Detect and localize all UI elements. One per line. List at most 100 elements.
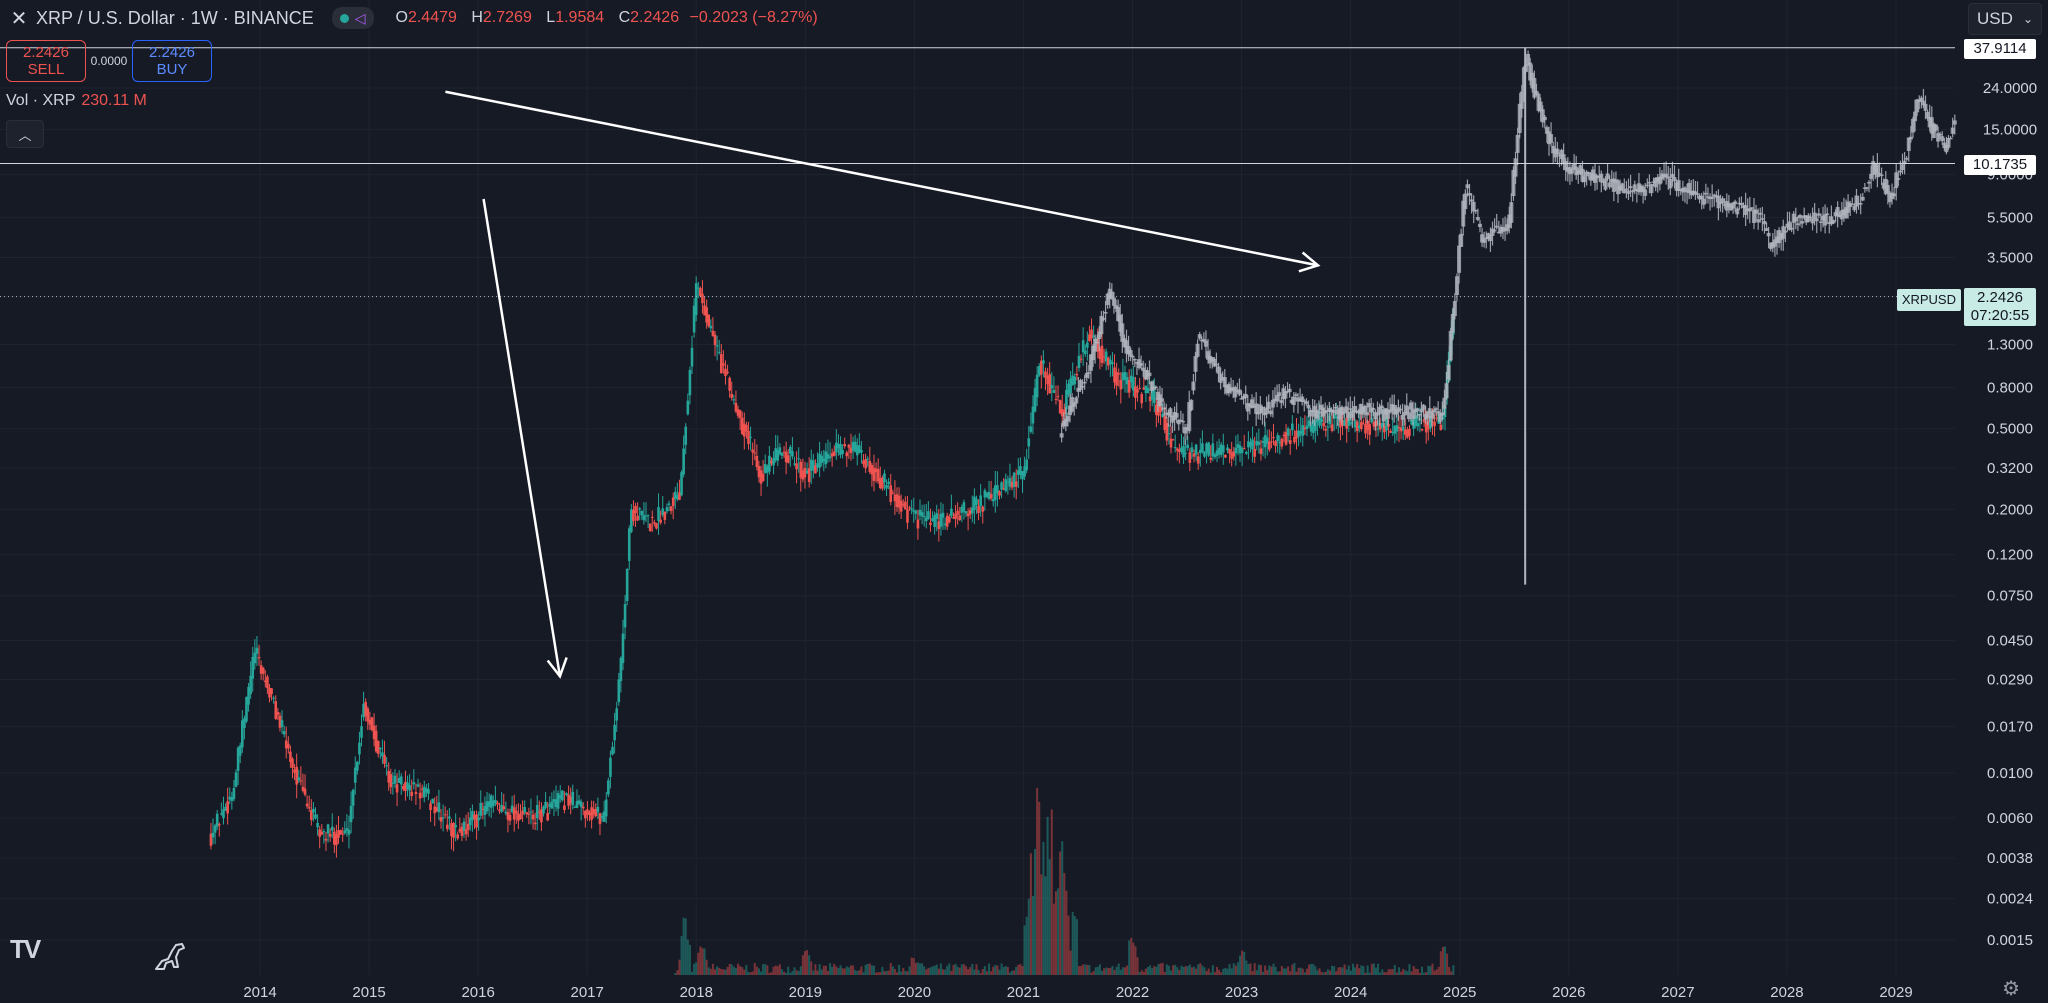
volume-bar — [701, 948, 704, 975]
sell-button[interactable]: 2.2426 SELL — [6, 40, 86, 82]
ohlc-readout: O2.4479 H2.7269 L1.9584 C2.2426 −0.2023 … — [395, 9, 818, 26]
candle-body — [632, 509, 635, 521]
volume-bar — [1397, 967, 1400, 975]
upper-line-label[interactable]: 37.9114 — [1964, 39, 2036, 59]
candle-body — [1161, 413, 1164, 417]
trend-arrow-1 — [482, 198, 562, 677]
volume-bar — [854, 970, 857, 975]
volume-bar — [774, 965, 777, 975]
candle-body — [837, 443, 840, 449]
candle-body — [1037, 366, 1041, 376]
volume-bar — [1297, 967, 1300, 975]
candle-body — [278, 715, 282, 728]
candle-body — [466, 823, 470, 830]
candle-body — [1228, 449, 1231, 454]
volume-bar — [810, 961, 813, 975]
projection-body — [1774, 236, 1779, 243]
buy-button[interactable]: 2.2426 BUY — [132, 40, 212, 82]
candle-body — [1117, 373, 1121, 375]
projection-body — [1463, 193, 1468, 210]
candle-body — [1155, 404, 1158, 415]
volume-bar — [1205, 971, 1208, 975]
projection-body — [1277, 392, 1282, 397]
gear-icon[interactable]: ⚙ — [2002, 978, 2020, 1000]
volume-bar — [1161, 963, 1164, 975]
projection-body — [1929, 117, 1934, 134]
projection-body — [1352, 406, 1357, 413]
status-pill[interactable]: ◁ — [331, 7, 374, 29]
candle-body — [215, 813, 219, 827]
projection-body — [1766, 232, 1771, 237]
volume-bar — [1339, 967, 1342, 975]
candle-body — [939, 513, 943, 527]
volume-bar — [908, 966, 911, 975]
candle-body — [232, 787, 236, 800]
volume-bar — [732, 966, 735, 975]
x-tick-label: 2025 — [1443, 984, 1476, 1001]
candle-body — [358, 742, 361, 755]
volume-bar — [1349, 970, 1352, 975]
volume-bar — [1423, 972, 1426, 975]
projection-body — [1344, 406, 1349, 413]
collapse-legend-button[interactable]: ︿ — [6, 120, 44, 148]
projection-body — [1335, 409, 1340, 415]
candle-body — [968, 510, 972, 515]
projection-body — [1191, 381, 1196, 391]
candle-body — [657, 507, 660, 521]
candle-body — [226, 801, 229, 814]
volume-bar — [833, 963, 836, 975]
volume-bar — [737, 963, 740, 975]
dino-icon[interactable] — [152, 939, 188, 975]
volume-bar — [1387, 969, 1390, 975]
volume-bar — [1379, 972, 1382, 975]
candle-body — [1303, 427, 1307, 430]
last-price-symbol: XRPUSD — [1896, 289, 1961, 311]
projection-body — [1565, 167, 1570, 173]
projection-body — [1789, 227, 1794, 230]
volume-bar — [895, 972, 898, 975]
projection-body — [1764, 228, 1769, 232]
candle-body — [410, 791, 414, 797]
candle-body — [855, 445, 859, 456]
candle-body — [676, 495, 679, 500]
projection-body — [1613, 179, 1618, 183]
x-tick-label: 2023 — [1225, 984, 1258, 1001]
candle-body — [379, 747, 382, 750]
currency-select[interactable]: USD ⌄ — [1968, 3, 2042, 35]
volume-bar — [919, 963, 922, 975]
candle-body — [510, 805, 514, 812]
candle-body — [1111, 362, 1114, 365]
close-icon[interactable]: ✕ — [10, 7, 28, 30]
candle-body — [807, 468, 811, 483]
projection-body — [1563, 161, 1568, 171]
candle-body — [705, 307, 708, 323]
projection-body — [1429, 412, 1434, 419]
candle-body — [1420, 429, 1424, 431]
projection-body — [1310, 410, 1315, 413]
candle-body — [1416, 423, 1420, 427]
projection-body — [1356, 410, 1361, 413]
symbol-title[interactable]: XRP / U.S. Dollar · 1W · BINANCE — [36, 7, 314, 28]
lower-line-label[interactable]: 10.1735 — [1964, 155, 2036, 175]
candle-body — [1046, 375, 1049, 385]
volume-bar — [1257, 964, 1260, 975]
volume-bar — [1425, 972, 1428, 975]
projection-body — [1099, 315, 1104, 335]
candle-body — [996, 485, 999, 494]
candle-body — [353, 767, 357, 783]
projection-body — [1695, 193, 1700, 195]
candle-body — [502, 806, 506, 810]
volume-bar — [856, 970, 859, 975]
projection-body — [1325, 410, 1330, 412]
candle-body — [324, 838, 328, 841]
volume-bar — [977, 969, 980, 975]
candle-body — [1301, 425, 1305, 436]
candle-body — [1376, 428, 1380, 430]
candle-body — [805, 470, 809, 474]
volume-bar — [762, 964, 765, 975]
tradingview-logo[interactable]: TV — [10, 934, 41, 964]
candle-body — [326, 824, 330, 834]
projection-body — [1549, 134, 1554, 143]
projection-body — [1927, 116, 1932, 128]
